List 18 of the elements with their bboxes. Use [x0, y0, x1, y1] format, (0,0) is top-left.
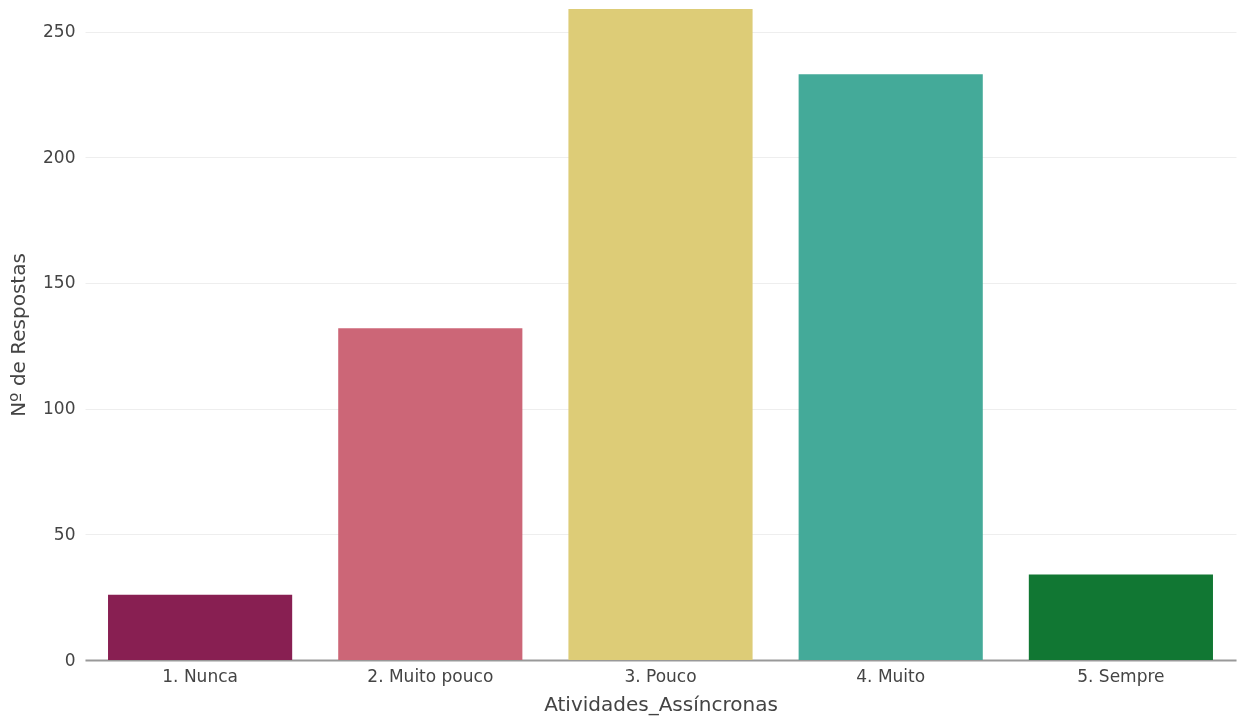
x-axis-title: Atividades_Assíncronas [544, 691, 778, 716]
y-tick-label: 0 [64, 649, 76, 670]
x-tick-label: 3. Pouco [624, 665, 697, 686]
x-tick-label: 5. Sempre [1077, 665, 1165, 686]
y-axis-title: Nº de Respostas [6, 253, 31, 417]
x-tick-label: 2. Muito pouco [367, 665, 494, 686]
bar [568, 9, 753, 660]
y-tick-label: 100 [43, 398, 76, 419]
y-tick-label: 50 [53, 523, 76, 544]
x-tick-label: 1. Nunca [162, 665, 238, 686]
y-tick-label: 150 [43, 272, 76, 293]
bar [338, 328, 523, 660]
bar [1028, 574, 1213, 660]
bar [108, 594, 293, 660]
y-tick-label: 200 [43, 146, 76, 167]
y-tick-label: 250 [43, 21, 76, 42]
x-tick-label: 4. Muito [856, 665, 926, 686]
bar [798, 74, 983, 660]
